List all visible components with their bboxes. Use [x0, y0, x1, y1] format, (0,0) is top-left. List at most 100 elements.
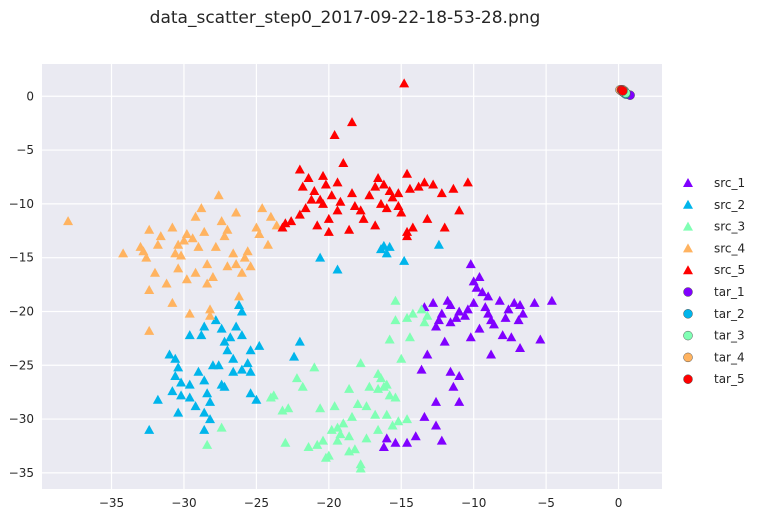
- src_3-point: [309, 362, 320, 372]
- src_1-point: [454, 306, 465, 316]
- src_2-point: [170, 371, 181, 381]
- src_4-point: [167, 297, 178, 307]
- src_3-point: [390, 315, 401, 325]
- src_1-point: [483, 308, 494, 318]
- src_1-point: [410, 431, 421, 441]
- src_4-point: [257, 203, 268, 213]
- x-tick-label: −5: [537, 496, 555, 510]
- src_3-point: [384, 390, 395, 400]
- src_5-point: [448, 183, 459, 193]
- y-tick-label: −30: [9, 412, 34, 426]
- src_3-point: [407, 308, 418, 318]
- src_3-point: [381, 409, 392, 419]
- src_1-point: [459, 310, 470, 320]
- src_5-point: [355, 205, 366, 215]
- legend-label-tar_3: tar_3: [714, 329, 745, 343]
- src_5-point: [402, 231, 413, 241]
- src_4-point: [173, 239, 184, 249]
- src_5-point: [347, 188, 357, 198]
- src_5-point: [399, 78, 410, 88]
- src_1-point: [465, 259, 476, 269]
- src_2-point: [210, 315, 221, 325]
- src_1-point: [381, 433, 392, 443]
- src_5-point: [294, 209, 305, 219]
- src_4-point: [190, 267, 201, 277]
- src_1-point: [378, 442, 389, 452]
- src_2-point: [164, 349, 175, 359]
- src_1-point: [445, 366, 456, 376]
- src_2-point: [184, 330, 195, 340]
- src_5-point: [404, 183, 415, 193]
- src_2-point: [205, 396, 216, 406]
- legend-marker-tar_4: [683, 352, 693, 363]
- y-tick-label: −15: [9, 251, 34, 265]
- src_4-point: [167, 222, 178, 232]
- legend-marker-src_4: [683, 243, 693, 253]
- src_3-point: [402, 312, 413, 322]
- src_4-point: [205, 310, 216, 320]
- src_1-point: [465, 332, 476, 342]
- src_4-point: [170, 248, 181, 258]
- src_3-point: [338, 418, 349, 428]
- src_1-point: [416, 364, 427, 374]
- src_4-point: [222, 261, 233, 271]
- src_5-point: [375, 198, 386, 208]
- src_5-point: [422, 213, 433, 223]
- src_5-point: [332, 177, 343, 187]
- src_2-point: [173, 362, 184, 372]
- src_1-point: [503, 304, 514, 314]
- src_1-point: [546, 295, 557, 305]
- src_4-point: [231, 207, 242, 217]
- src_1-point: [509, 297, 520, 307]
- src_2-point: [199, 424, 210, 434]
- src_2-point: [381, 248, 392, 258]
- src_5-point: [344, 224, 355, 234]
- src_5-point: [419, 177, 430, 187]
- legend-label-src_4: src_4: [714, 241, 745, 255]
- src_5-point: [294, 164, 305, 174]
- src_1-point: [517, 308, 528, 318]
- src_4-point: [199, 226, 210, 236]
- legend-label-tar_1: tar_1: [714, 285, 745, 299]
- src_2-point: [315, 252, 326, 262]
- axis-tick-labels: −35 −30 −25 −20 −15 −10 −5 0 0 −5 −10 −15 −20 −25 −30 −…: [9, 89, 623, 510]
- src_1-point: [462, 304, 473, 314]
- src_5-point: [407, 222, 418, 232]
- src_2-point: [216, 379, 227, 389]
- src_5-point: [349, 201, 360, 211]
- src_4-point: [144, 284, 155, 294]
- legend-marker-src_2: [683, 199, 693, 209]
- src_2-point: [228, 353, 239, 363]
- src_2-point: [378, 240, 389, 250]
- src_4-point: [207, 272, 218, 282]
- src_4-point: [262, 239, 273, 249]
- src_5-point: [436, 188, 447, 198]
- x-tick-label: −30: [171, 496, 196, 510]
- src_5-point: [323, 226, 334, 236]
- src_3-point: [355, 463, 366, 473]
- src_4-point: [187, 233, 198, 243]
- src_4-point: [234, 291, 245, 301]
- src_3-point: [329, 401, 340, 411]
- src_3-point: [216, 422, 227, 432]
- src_2-point: [193, 366, 204, 376]
- src_2-point: [251, 394, 262, 404]
- src_5-point: [454, 205, 465, 215]
- src_1-point: [480, 302, 491, 312]
- src_5-point: [370, 181, 381, 191]
- src_4-point: [144, 224, 155, 234]
- src_3-point: [344, 383, 355, 393]
- src_3-point: [375, 373, 386, 383]
- src_1-point: [515, 300, 526, 310]
- src_1-point: [477, 287, 488, 297]
- legend: src_1 src_2 src_3 src_4 src_5 tar_1 tar_2 tar_3…: [683, 176, 745, 386]
- src_1-point: [468, 297, 479, 307]
- src_3-point: [364, 381, 375, 391]
- src_4-point: [202, 259, 213, 269]
- y-tick-label: −20: [9, 304, 34, 318]
- src_5-point: [428, 179, 439, 189]
- src_3-point: [390, 295, 401, 305]
- src_1-point: [474, 272, 485, 282]
- src_5-point: [300, 203, 311, 213]
